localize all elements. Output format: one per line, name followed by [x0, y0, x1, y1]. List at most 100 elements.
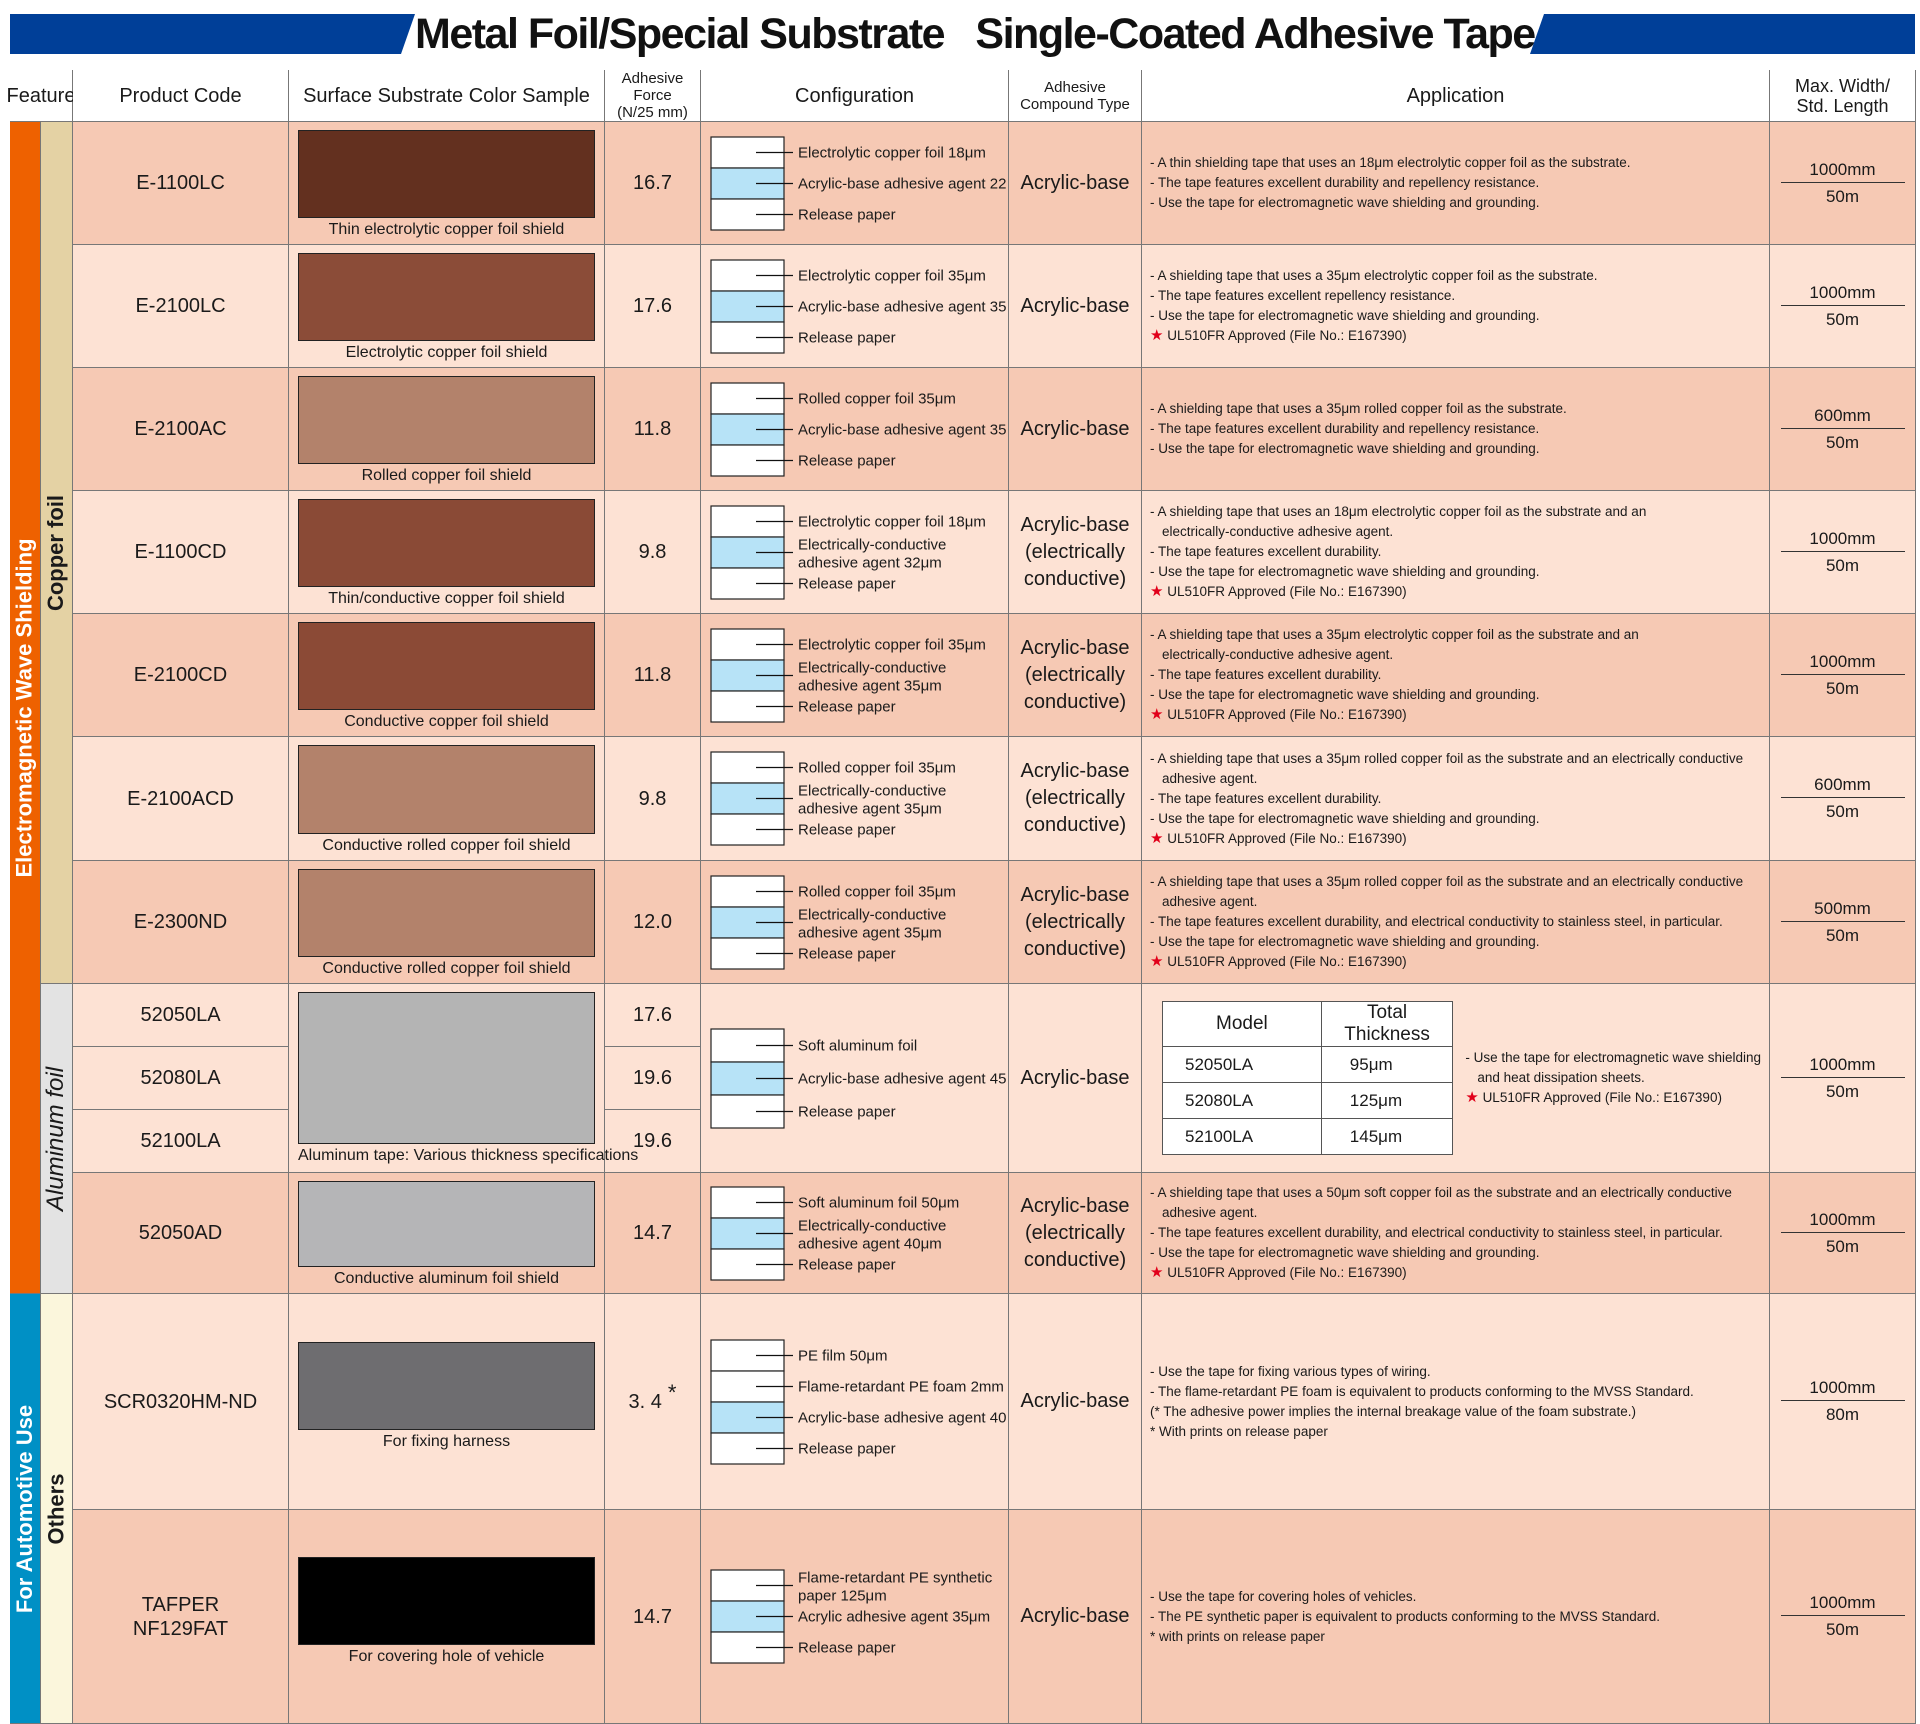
application-line: - The tape features excellent durability…: [1150, 173, 1761, 193]
max-width: 1000mm: [1780, 1593, 1905, 1616]
compound-type-line: Acrylic-base: [1020, 1066, 1130, 1089]
header-adhesive-force-line2: (N/25 mm): [617, 104, 688, 121]
max-width-value: 600mm 50m: [1780, 406, 1905, 453]
compound-type-cell: Acrylic-base: [1009, 245, 1142, 368]
std-length: 50m: [1825, 678, 1860, 698]
max-width-value: 1000mm 50m: [1780, 1055, 1905, 1102]
color-sample-cell: Aluminum tape: Various thickness specifi…: [289, 984, 638, 1173]
std-length: 50m: [1825, 802, 1860, 821]
header-configuration: Configuration: [701, 70, 1009, 122]
adhesive-force-value: 19.6: [633, 1130, 672, 1152]
application-text: - The tape features excellent durability…: [1150, 667, 1382, 682]
application-line: - The tape features excellent durability…: [1150, 1223, 1761, 1243]
application-approval-line: ★ UL510FR Approved (File No.: E167390): [1150, 326, 1761, 346]
compound-type-cell: Acrylic-base (electrically conductive): [1009, 491, 1142, 614]
application-text: - The tape features excellent durability…: [1150, 544, 1382, 559]
star-icon: ★: [1150, 953, 1164, 970]
header-compound-line1: Adhesive: [1044, 78, 1106, 96]
application-cell: - Use the tape for fixing various types …: [1142, 1294, 1770, 1510]
layer-label: Electrically-conductive: [798, 1218, 946, 1235]
product-code-cell: E-2100CD: [73, 614, 289, 737]
color-swatch: [298, 1342, 595, 1430]
header-max-width: Max. Width/Std. Length: [1770, 70, 1916, 122]
application-line: (* The adhesive power implies the intern…: [1150, 1402, 1761, 1422]
layer-label: PE film 50μm: [798, 1348, 888, 1365]
max-width-cell: 1000mm 50m: [1770, 1173, 1916, 1294]
layer-label: Acrylic-base adhesive agent 45μm: [798, 1071, 1007, 1088]
max-width: 1000mm: [1780, 1378, 1905, 1401]
compound-type-text: Acrylic-base: [1021, 416, 1130, 443]
layer-label: Electrolytic copper foil 18μm: [798, 514, 986, 531]
configuration-diagram: Electrolytic copper foil 18μm Electricall…: [710, 505, 986, 600]
compound-type-line: Acrylic-base: [1020, 417, 1130, 440]
layer-label: Release paper: [798, 453, 896, 470]
application-line: - Use the tape for electromagnetic wave …: [1150, 193, 1761, 213]
configuration-cell: Flame-retardant PE synthetic paper 125μm A…: [701, 1510, 1009, 1724]
swatch-label: Thin electrolytic copper foil shield: [328, 221, 565, 238]
product-code-cell: E-1100LC: [73, 122, 289, 245]
adhesive-force-cell: 12.0: [605, 861, 701, 984]
compound-type-line: conductive): [1023, 567, 1127, 590]
compound-type-cell: Acrylic-base (electrically conductive): [1009, 1173, 1142, 1294]
thickness-header-row: Model Total Thickness: [1162, 1001, 1454, 1047]
product-code-text: E-2300ND: [134, 910, 227, 934]
max-width-cell: 1000mm 50m: [1770, 491, 1916, 614]
max-width-cell: 1000mm 50m: [1770, 614, 1916, 737]
application-cell: - Use the tape for covering holes of veh…: [1142, 1510, 1770, 1724]
application-line: - Use the tape for electromagnetic wave …: [1150, 1243, 1761, 1263]
std-length: 50m: [1825, 1236, 1860, 1256]
compound-type-text: Acrylic-base: [1021, 170, 1130, 197]
product-code-cell: E-2100LC: [73, 245, 289, 368]
feature-others: Others: [41, 1294, 73, 1724]
compound-type-cell: Acrylic-base (electrically conductive): [1009, 861, 1142, 984]
thickness-header-cell: Model: [1162, 1001, 1322, 1047]
application-text: - A shielding tape that uses a 50μm soft…: [1150, 1185, 1732, 1200]
application-text: - Use the tape for covering holes of veh…: [1150, 1588, 1417, 1604]
application-approval-line: ★ UL510FR Approved (File No.: E167390): [1465, 1088, 1761, 1108]
application-line: - Use the tape for electromagnetic wave …: [1465, 1048, 1761, 1068]
application-text: * with prints on release paper: [1150, 1628, 1325, 1644]
star-icon: ★: [1150, 829, 1164, 847]
product-code-text: E-2100ACD: [127, 787, 234, 811]
product-code-text: E-2100AC: [134, 417, 226, 441]
feature-em-label: Electromagnetic Wave Shielding: [12, 537, 38, 878]
compound-type-text: Acrylic-base (electrically conductive): [1021, 1193, 1130, 1274]
header-feature: Feature: [7, 70, 75, 122]
product-code: E-2100AC: [134, 418, 227, 440]
layer-label: Electrolytic copper foil 18μm: [798, 145, 986, 162]
adhesive-force-text: 11.8: [634, 417, 671, 441]
layer-label: Release paper: [798, 1257, 896, 1274]
max-width-cell: 600mm 50m: [1770, 368, 1916, 491]
application-text: UL510FR Approved (File No.: E167390): [1167, 584, 1407, 599]
layer-label-line2: adhesive agent 32μm: [798, 555, 942, 572]
compound-type-line: conductive): [1023, 937, 1127, 960]
star-icon: ★: [1465, 1089, 1479, 1106]
color-sample-cell: Conductive copper foil shield: [289, 614, 605, 737]
layer-label: Electrically-conductive: [798, 537, 946, 554]
swatch-label: For covering hole of vehicle: [348, 1648, 545, 1665]
color-sample-cell: Electrolytic copper foil shield: [289, 245, 605, 368]
color-swatch: [298, 1181, 595, 1267]
application-text: - The PE synthetic paper is equivalent t…: [1150, 1608, 1661, 1624]
application-line: adhesive agent.: [1150, 1203, 1761, 1223]
configuration-diagram: Soft aluminum foil Acrylic-base adhesive …: [710, 1028, 1007, 1129]
application-text: - The flame-retardant PE foam is equival…: [1150, 1383, 1694, 1399]
application-cell: - A shielding tape that uses a 35μm roll…: [1142, 861, 1770, 984]
product-code: 52050LA: [140, 1004, 221, 1026]
compound-type-line: Acrylic-base: [1020, 1390, 1130, 1412]
layer-label-line2: adhesive agent 35μm: [798, 678, 942, 695]
max-width: 600mm: [1780, 775, 1905, 798]
adhesive-force-text: 16.7: [633, 171, 672, 195]
color-swatch: [298, 745, 595, 834]
max-width-value: 1000mm 50m: [1780, 1210, 1905, 1257]
header-product-code-label: Product Code: [119, 84, 242, 107]
product-code: E-2300ND: [133, 911, 228, 933]
application-text: - The tape features excellent durability…: [1150, 790, 1382, 806]
application-text: - Use the tape for electromagnetic wave …: [1150, 441, 1540, 456]
layer-label: Flame-retardant PE synthetic: [798, 1570, 993, 1587]
product-code-text: 52050AD: [139, 1221, 222, 1245]
application-text: electrically-conductive adhesive agent.: [1162, 647, 1394, 662]
swatch-label: For fixing harness: [382, 1433, 511, 1450]
color-sample-cell: Thin electrolytic copper foil shield: [289, 122, 605, 245]
layer-label-line2: adhesive agent 40μm: [798, 1236, 942, 1253]
